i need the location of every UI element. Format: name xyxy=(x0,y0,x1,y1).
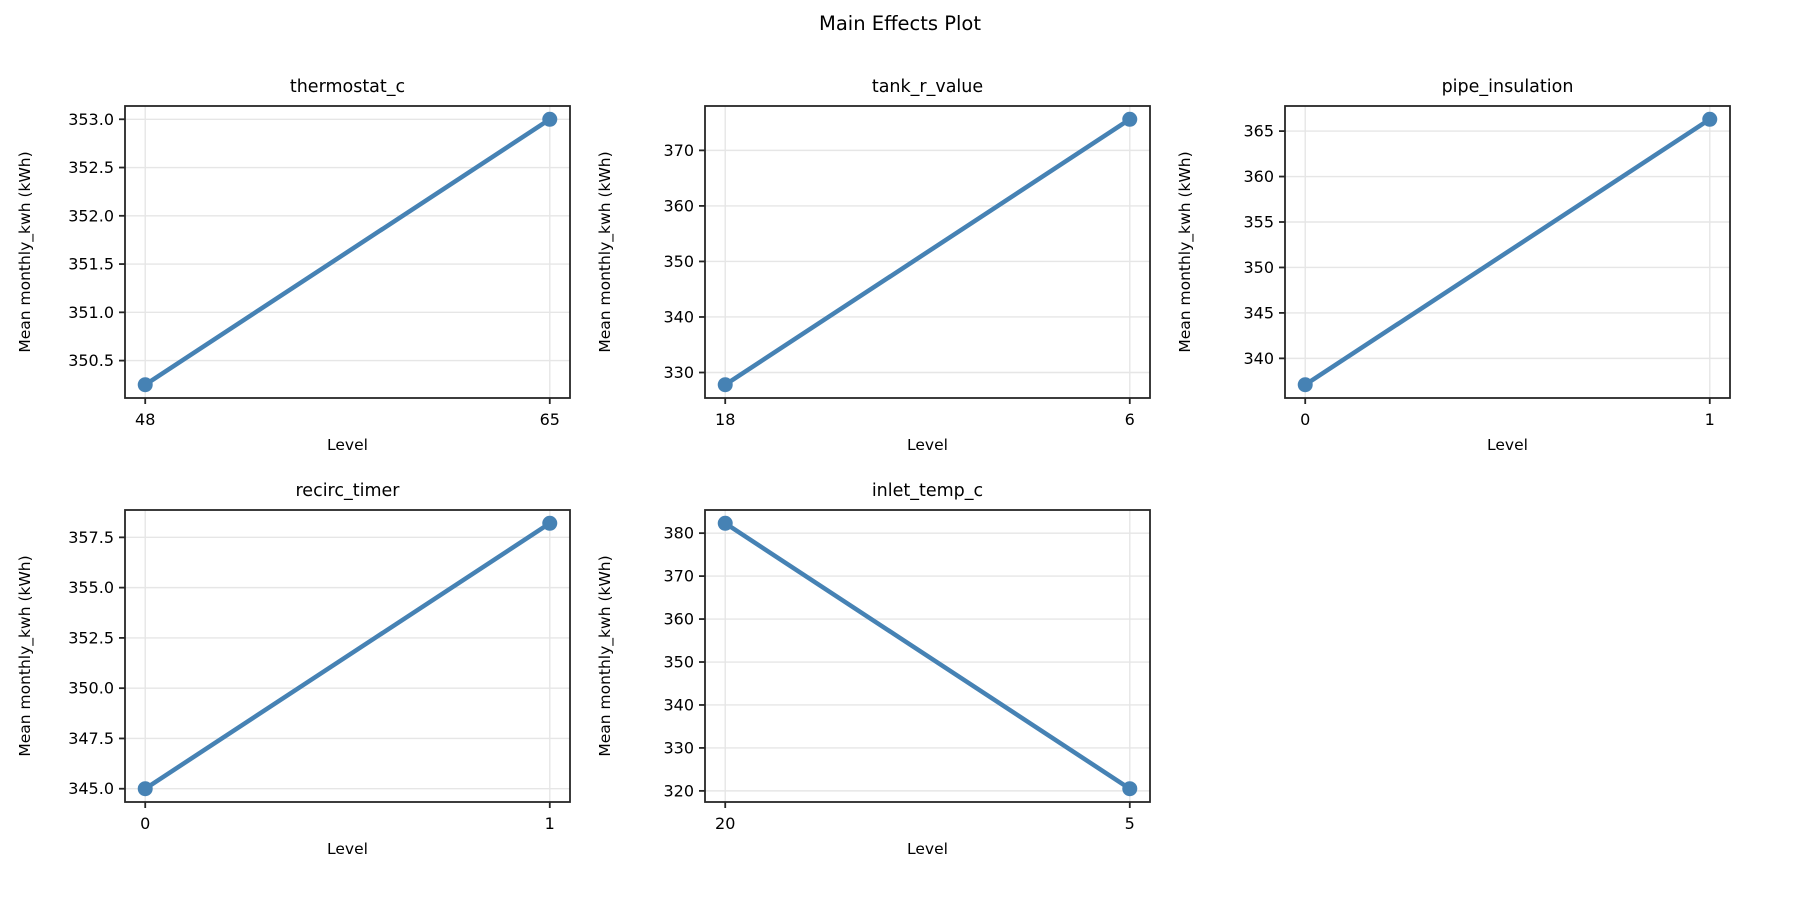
x-axis-label: Level xyxy=(907,840,948,857)
y-tick-label: 351.0 xyxy=(68,303,114,322)
y-tick-label: 370 xyxy=(663,567,694,586)
y-tick-label: 330 xyxy=(663,738,694,757)
series-line xyxy=(142,521,553,791)
y-tick-label: 353.0 xyxy=(68,110,114,129)
x-axis-label: Level xyxy=(327,436,368,453)
x-tick-label: 0 xyxy=(1300,410,1310,429)
y-tick-label: 352.0 xyxy=(68,206,114,225)
x-tick-label: 48 xyxy=(135,410,155,429)
subplot-canvas-recirc_timer: 345.0 347.5 350.0 352.5 355.0 357.5 0 1 recirc_t… xyxy=(16,481,571,857)
subplot-recirc_timer: 345.0 347.5 350.0 352.5 355.0 357.5 0 1 recirc_t… xyxy=(0,462,580,857)
subplot-canvas-pipe_insulation: 340 345 350 355 360 365 0 1 pipe_insulation Level… xyxy=(1176,77,1731,453)
y-tick-label: 320 xyxy=(663,781,694,800)
data-point-marker xyxy=(717,377,733,393)
data-point-marker xyxy=(542,111,558,127)
y-tick-label: 345 xyxy=(1243,303,1274,322)
subplot-canvas-inlet_temp_c: 320 330 340 350 360 370 380 20 5 inlet_temp_c Leve… xyxy=(596,481,1151,857)
y-tick-label: 350 xyxy=(663,252,694,271)
y-axis-label: Mean monthly_kwh (kWh) xyxy=(596,555,615,756)
subplot-title: recirc_timer xyxy=(296,481,401,501)
subplot-canvas-thermostat_c: 350.5 351.0 351.5 352.0 352.5 353.0 48 65 thermo… xyxy=(16,77,571,453)
series-line xyxy=(722,117,1133,387)
data-point-marker xyxy=(137,377,153,393)
y-axis-label: Mean monthly_kwh (kWh) xyxy=(596,151,615,352)
subplot-tank_r_value: 330 340 350 360 370 18 6 tank_r_value Level Mean … xyxy=(580,58,1160,453)
figure-title: Main Effects Plot xyxy=(819,12,981,35)
subplot-title: pipe_insulation xyxy=(1442,77,1574,97)
x-tick-label: 5 xyxy=(1125,814,1135,833)
y-tick-label: 350.5 xyxy=(68,351,114,370)
y-tick-label: 340 xyxy=(1243,349,1274,368)
x-axis-label: Level xyxy=(907,436,948,453)
y-tick-label: 352.5 xyxy=(68,158,114,177)
data-point-marker xyxy=(1297,377,1313,393)
y-tick-label: 350 xyxy=(1243,258,1274,277)
y-axis-label: Mean monthly_kwh (kWh) xyxy=(16,555,35,756)
y-tick-label: 380 xyxy=(663,524,694,543)
y-tick-label: 347.5 xyxy=(68,729,114,748)
x-tick-label: 65 xyxy=(540,410,560,429)
subplot-title: inlet_temp_c xyxy=(872,481,983,501)
y-tick-label: 330 xyxy=(663,363,694,382)
axes-spines xyxy=(124,509,571,803)
axes-spines xyxy=(1284,105,1731,399)
data-point-marker xyxy=(1702,111,1718,127)
y-tick-label: 360 xyxy=(1243,167,1274,186)
y-tick-label: 340 xyxy=(663,695,694,714)
x-tick-label: 20 xyxy=(715,814,735,833)
y-tick-label: 350 xyxy=(663,653,694,672)
data-point-marker xyxy=(137,781,153,797)
axes-spines xyxy=(704,509,1151,803)
y-tick-label: 370 xyxy=(663,141,694,160)
y-tick-label: 355 xyxy=(1243,213,1274,232)
x-tick-label: 18 xyxy=(715,410,735,429)
y-tick-label: 350.0 xyxy=(68,679,114,698)
axes-spines xyxy=(704,105,1151,399)
subplot-pipe_insulation: 340 345 350 355 360 365 0 1 pipe_insulation Level… xyxy=(1160,58,1740,453)
subplot-canvas-tank_r_value: 330 340 350 360 370 18 6 tank_r_value Level Mean … xyxy=(596,77,1151,453)
y-tick-label: 357.5 xyxy=(68,528,114,547)
subplot-inlet_temp_c: 320 330 340 350 360 370 380 20 5 inlet_temp_c Leve… xyxy=(580,462,1160,857)
y-axis-label: Mean monthly_kwh (kWh) xyxy=(1176,151,1195,352)
subplot-title: thermostat_c xyxy=(290,77,405,97)
data-point-marker xyxy=(1122,111,1138,127)
x-tick-label: 1 xyxy=(545,814,555,833)
y-tick-label: 351.5 xyxy=(68,255,114,274)
y-tick-label: 340 xyxy=(663,307,694,326)
data-point-marker xyxy=(542,515,558,531)
x-axis-label: Level xyxy=(1487,436,1528,453)
y-tick-label: 360 xyxy=(663,610,694,629)
y-tick-label: 360 xyxy=(663,196,694,215)
y-tick-label: 352.5 xyxy=(68,628,114,647)
x-tick-label: 6 xyxy=(1125,410,1135,429)
series-line xyxy=(1302,117,1713,387)
y-axis-label: Mean monthly_kwh (kWh) xyxy=(16,151,35,352)
subplot-title: tank_r_value xyxy=(872,77,983,97)
y-tick-label: 345.0 xyxy=(68,779,114,798)
y-tick-label: 365 xyxy=(1243,122,1274,141)
data-point-marker xyxy=(717,515,733,531)
x-axis-label: Level xyxy=(327,840,368,857)
data-point-marker xyxy=(1122,781,1138,797)
axes-spines xyxy=(124,105,571,399)
x-tick-label: 1 xyxy=(1705,410,1715,429)
x-tick-label: 0 xyxy=(140,814,150,833)
series-line xyxy=(722,521,1133,791)
y-tick-label: 355.0 xyxy=(68,578,114,597)
series-line xyxy=(142,117,553,387)
subplot-thermostat_c: 350.5 351.0 351.5 352.0 352.5 353.0 48 65 thermo… xyxy=(0,58,580,453)
